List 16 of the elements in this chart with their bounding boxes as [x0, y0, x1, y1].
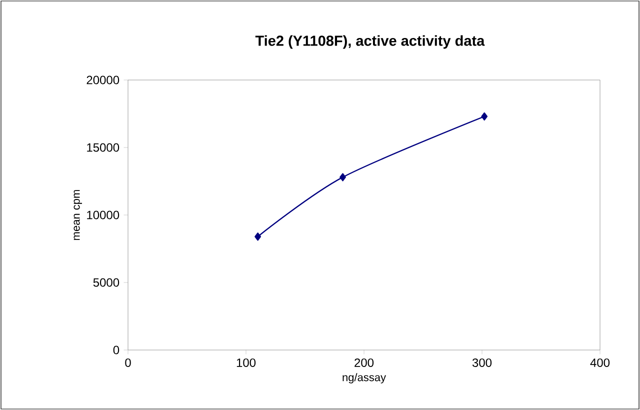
- x-tick-label: 300: [472, 358, 492, 367]
- y-tick-label: 0: [113, 346, 120, 354]
- y-tick-label: 20000: [86, 76, 120, 84]
- x-tick-label: 400: [590, 358, 610, 367]
- point: [340, 173, 346, 182]
- x-tick-label: 0: [125, 358, 131, 367]
- x-tick-label: 200: [354, 358, 374, 367]
- point: [254, 232, 262, 241]
- y-tick-label: 10000: [87, 210, 120, 220]
- y-axis-title: mean cpm: [74, 190, 82, 240]
- x-tick-label: 100: [236, 358, 256, 367]
- y-tick-label: 15000: [87, 143, 120, 152]
- point: [481, 112, 488, 121]
- chart-title: Tie2 (Y1108F), active activity data: [255, 35, 485, 49]
- y-tick-label: 5000: [93, 278, 120, 287]
- x-axis-title: ng/assay: [342, 373, 386, 384]
